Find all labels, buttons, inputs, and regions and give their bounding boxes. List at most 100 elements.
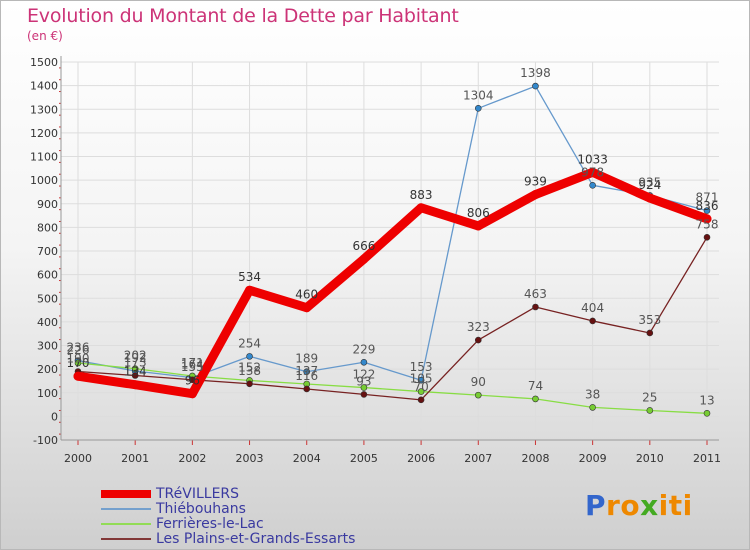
chart-title: Evolution du Montant de la Dette par Hab… — [27, 5, 459, 27]
data-label: 236 — [67, 341, 90, 355]
data-label: 70 — [413, 380, 428, 394]
data-label: 105 — [410, 372, 433, 386]
data-point — [645, 193, 655, 203]
data-point — [416, 203, 426, 213]
x-tick-label: 2000 — [64, 452, 92, 465]
logo-letter: r — [606, 489, 621, 522]
data-label: 189 — [295, 352, 318, 366]
data-point — [245, 285, 255, 295]
data-label: 924 — [638, 178, 661, 192]
data-point — [360, 384, 368, 391]
data-point — [703, 207, 711, 214]
data-point — [702, 214, 712, 224]
data-point — [474, 336, 482, 344]
x-tick-label: 2005 — [350, 452, 378, 465]
y-tick-label: 200 — [37, 363, 58, 376]
data-label: 96 — [185, 374, 200, 388]
data-label: 463 — [524, 287, 547, 301]
y-tick-label: 1200 — [30, 127, 58, 140]
series-line-1 — [77, 85, 708, 381]
data-point — [473, 221, 483, 231]
x-axis-ticks: 2000 2001 2002 2003 2004 2005 2006 2007 2008 2009… — [64, 452, 721, 465]
data-label: 806 — [467, 206, 490, 220]
x-tick-label: 2007 — [464, 452, 492, 465]
grid-lines — [61, 61, 719, 441]
legend-item-plains-essarts: Les Plains-et-Grands-Essarts — [156, 531, 356, 547]
data-label: 134 — [124, 365, 147, 379]
data-label: 93 — [356, 374, 371, 388]
x-tick-label: 2004 — [293, 452, 321, 465]
data-label: 90 — [471, 375, 486, 389]
series-line-0 — [73, 167, 712, 399]
data-point — [246, 353, 253, 360]
data-point — [303, 368, 311, 376]
data-label: 202 — [124, 349, 147, 363]
y-tick-label: 1400 — [30, 80, 58, 93]
data-label: 666 — [352, 239, 375, 253]
logo-letter: i — [682, 489, 693, 522]
data-label: 74 — [528, 379, 543, 393]
data-point — [646, 407, 654, 414]
data-label: 323 — [467, 320, 490, 334]
data-label: 116 — [295, 369, 318, 383]
data-label: 226 — [67, 343, 90, 357]
data-label: 25 — [642, 390, 657, 404]
data-point — [73, 371, 83, 381]
data-label: 13 — [699, 393, 714, 407]
logo-letter: P — [585, 489, 607, 522]
y-tick-label: 1300 — [30, 103, 58, 116]
y-tick-label: 1100 — [30, 151, 58, 164]
data-label: 935 — [638, 175, 661, 189]
logo-letter: o — [620, 489, 641, 522]
data-point — [130, 380, 140, 390]
chart-unit-label: (en €) — [27, 29, 63, 43]
legend-item-ferrieres: Ferrières-le-Lac — [156, 516, 264, 532]
y-tick-label: 1000 — [30, 174, 58, 187]
legend-item-trevillers: TRéVILLERS — [156, 486, 240, 502]
series-line-3 — [77, 236, 708, 401]
data-label: 164 — [181, 358, 204, 372]
data-point — [532, 82, 539, 90]
data-point — [703, 410, 711, 417]
data-label: 939 — [524, 175, 547, 189]
data-label: 883 — [410, 188, 433, 202]
data-point — [246, 380, 253, 388]
y-tick-label: 100 — [37, 387, 58, 400]
data-label: 190 — [67, 351, 90, 365]
y-tick-label: 800 — [37, 221, 58, 234]
data-point — [530, 190, 540, 200]
data-point — [474, 105, 482, 112]
logo-letter: t — [668, 489, 683, 522]
data-label: 978 — [581, 165, 604, 179]
data-point — [302, 303, 312, 313]
logo-letter: x — [640, 489, 659, 522]
data-label: 122 — [352, 368, 375, 382]
legend-item-thiebouhans: Thiébouhans — [156, 501, 246, 517]
data-label: 758 — [696, 217, 719, 231]
data-point — [646, 329, 654, 337]
y-tick-label: 900 — [37, 198, 58, 211]
data-point — [360, 358, 368, 366]
y-tick-label: 1500 — [30, 56, 58, 69]
data-label: 138 — [238, 364, 261, 378]
data-label: 38 — [585, 387, 600, 401]
data-point — [589, 182, 596, 189]
y-tick-label: 400 — [37, 316, 58, 329]
data-label: 1398 — [520, 66, 551, 80]
data-label: 460 — [295, 288, 318, 302]
data-label: 173 — [124, 356, 147, 370]
series-lines — [73, 82, 712, 417]
x-tick-label: 2011 — [693, 452, 721, 465]
data-point — [131, 372, 139, 379]
y-tick-label: 300 — [37, 340, 58, 353]
data-point — [589, 404, 596, 411]
y-tick-label: 700 — [37, 245, 58, 258]
data-point — [417, 388, 425, 395]
data-point — [360, 391, 368, 398]
data-label: 137 — [295, 364, 318, 378]
x-tick-label: 2010 — [636, 452, 664, 465]
data-point — [417, 396, 425, 404]
data-point — [703, 233, 711, 241]
data-label: 254 — [238, 336, 261, 350]
